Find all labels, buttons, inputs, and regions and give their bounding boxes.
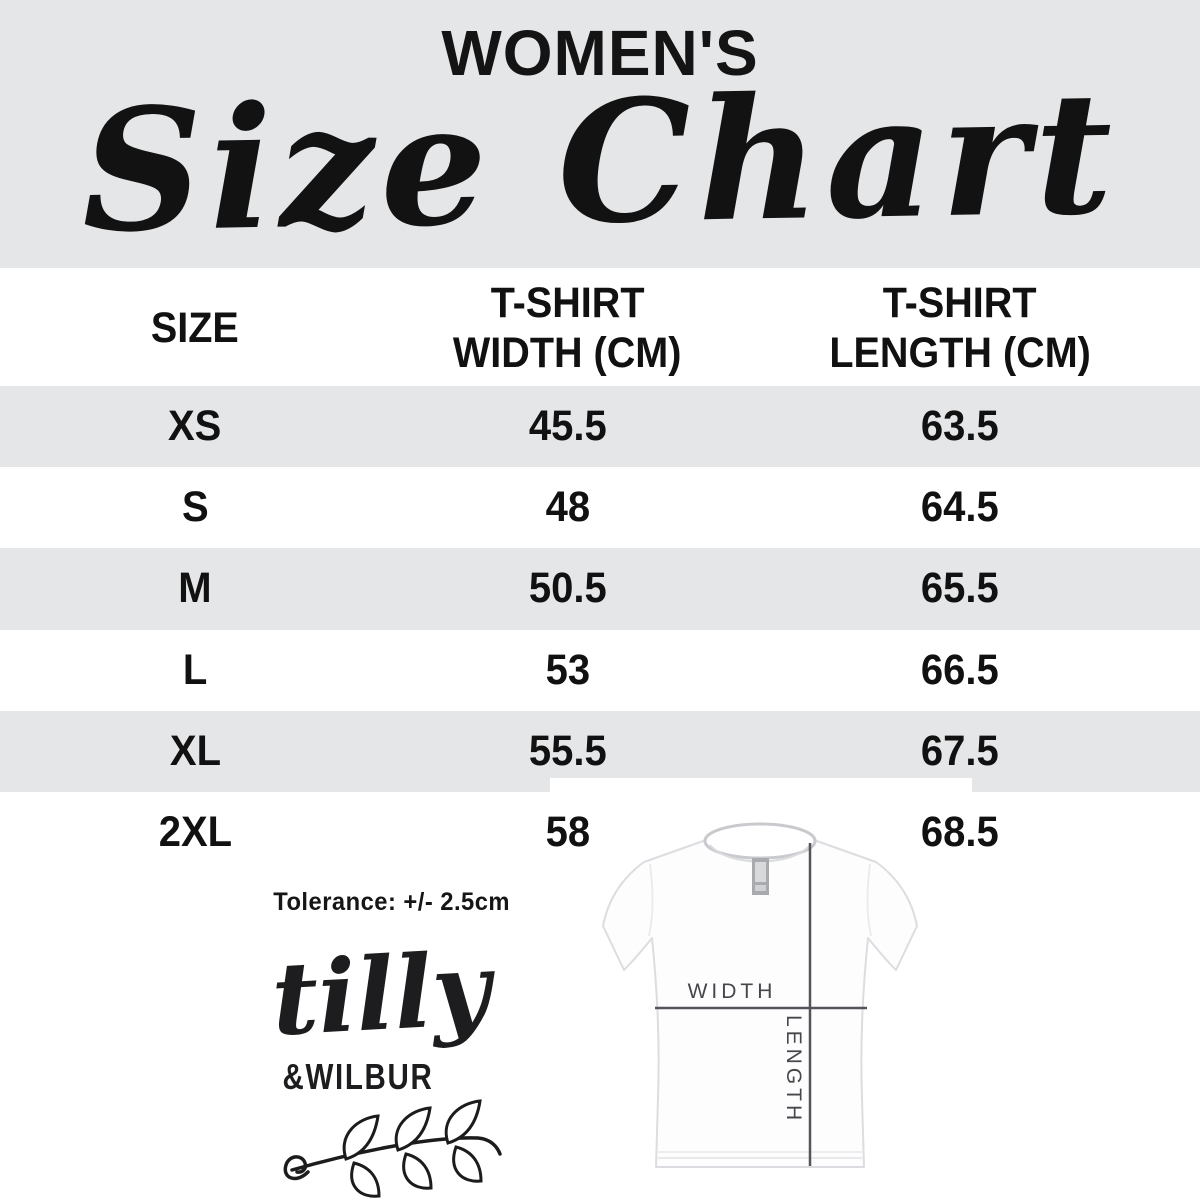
cell-length: 65.5 bbox=[745, 564, 1175, 613]
size-value: 2XL bbox=[158, 808, 232, 856]
length-value: 64.5 bbox=[921, 483, 999, 531]
column-header-width-line1: T-SHIRT bbox=[490, 279, 645, 327]
size-value: XL bbox=[169, 727, 221, 775]
length-value: 63.5 bbox=[921, 402, 999, 450]
brand-name-sub: &WILBUR bbox=[208, 1056, 508, 1098]
tolerance-note: Tolerance: +/- 2.5cm bbox=[242, 888, 542, 917]
cell-size: L bbox=[0, 646, 390, 695]
brand-name-script: tilly bbox=[268, 929, 494, 1059]
row-stripe-m bbox=[0, 548, 1200, 630]
width-value: 45.5 bbox=[528, 402, 607, 450]
cell-width: 58 bbox=[390, 808, 745, 857]
cell-width: 50.5 bbox=[390, 564, 745, 613]
tshirt-body bbox=[602, 830, 918, 1168]
page-title-top: WOMEN'S bbox=[441, 17, 759, 89]
length-value: 68.5 bbox=[921, 808, 999, 856]
column-header-width: T-SHIRT WIDTH (CM) bbox=[390, 278, 745, 378]
table-row-m: M 50.5 65.5 bbox=[0, 548, 1200, 629]
cell-size: S bbox=[0, 483, 390, 532]
column-header-length-line1: T-SHIRT bbox=[883, 279, 1037, 327]
neck-label-tag-inner bbox=[755, 862, 766, 882]
table-row-xs: XS 45.5 63.5 bbox=[0, 386, 1200, 467]
width-value: 58 bbox=[545, 808, 590, 856]
column-header-length-line2: LENGTH (CM) bbox=[829, 329, 1091, 377]
column-header-size-line1: SIZE bbox=[151, 304, 239, 352]
width-value: 50.5 bbox=[528, 564, 607, 612]
table-row-s: S 48 64.5 bbox=[0, 467, 1200, 548]
width-value: 53 bbox=[545, 646, 590, 694]
right-sleeve-seam bbox=[866, 863, 872, 937]
size-value: L bbox=[182, 646, 208, 694]
length-value: 66.5 bbox=[921, 646, 999, 694]
cell-size: 2XL bbox=[0, 808, 390, 857]
length-value: 67.5 bbox=[921, 727, 999, 775]
table-row-2xl: 2XL 58 68.5 bbox=[0, 792, 1200, 873]
size-value: S bbox=[181, 483, 209, 531]
length-value: 65.5 bbox=[921, 564, 999, 612]
cell-width: 48 bbox=[390, 483, 745, 532]
column-header-length: T-SHIRT LENGTH (CM) bbox=[745, 278, 1175, 378]
cell-length: 63.5 bbox=[745, 402, 1175, 451]
cell-length: 64.5 bbox=[745, 483, 1175, 532]
size-value: M bbox=[178, 564, 212, 612]
neck-label-tag-mark bbox=[755, 885, 766, 891]
tshirt-illustration bbox=[602, 822, 918, 1168]
table-row-xl: XL 55.5 67.5 bbox=[0, 711, 1200, 792]
cell-size: M bbox=[0, 564, 390, 613]
size-value: XS bbox=[168, 402, 222, 450]
cell-length: 68.5 bbox=[745, 808, 1175, 857]
cell-length: 66.5 bbox=[745, 646, 1175, 695]
width-value: 55.5 bbox=[528, 727, 607, 775]
cell-length: 67.5 bbox=[745, 727, 1175, 776]
cell-width: 53 bbox=[390, 646, 745, 695]
tolerance-text: Tolerance: +/- 2.5cm bbox=[273, 888, 511, 916]
column-header-size: SIZE bbox=[0, 303, 390, 353]
header-banner: WOMEN'S Size Chart bbox=[0, 0, 1200, 271]
branch-leaves-icon bbox=[283, 1099, 502, 1198]
column-header-width-line2: WIDTH (CM) bbox=[453, 329, 682, 377]
row-stripe-xs bbox=[0, 386, 1200, 467]
cell-width: 55.5 bbox=[390, 727, 745, 776]
width-value: 48 bbox=[545, 483, 590, 531]
length-measure-label: LENGTH bbox=[782, 1015, 805, 1125]
cell-size: XL bbox=[0, 727, 390, 776]
cell-size: XS bbox=[0, 402, 390, 451]
cell-width: 45.5 bbox=[390, 402, 745, 451]
width-measure-label: WIDTH bbox=[687, 980, 777, 1003]
table-column-headers: SIZE T-SHIRT WIDTH (CM) T-SHIRT LENGTH (… bbox=[0, 270, 1200, 386]
table-row-l: L 53 66.5 bbox=[0, 630, 1200, 711]
tshirt-photo: WIDTH LENGTH bbox=[550, 778, 972, 1200]
brand-name-sub-text: &WILBUR bbox=[282, 1056, 434, 1097]
page-title-script: Size Chart bbox=[79, 53, 1121, 271]
left-sleeve-seam bbox=[648, 863, 654, 937]
